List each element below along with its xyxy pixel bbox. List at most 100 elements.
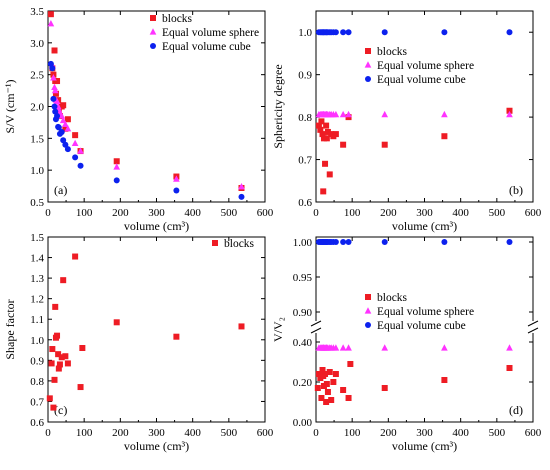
data-point [506,107,513,114]
series-blocks [46,253,245,411]
data-point [323,399,330,405]
data-point [51,47,58,54]
legend-entry: Equal volume sphere [377,306,474,318]
x-tick-label: 0 [45,427,51,439]
data-point [318,395,325,401]
data-point [49,346,56,353]
x-axis-label: volume (cm³) [124,219,189,233]
data-point [79,345,86,351]
y-tick-label: 0.7 [30,396,44,408]
y-tick-label: 2.5 [30,70,44,82]
panel-label: (b) [509,183,523,197]
x-tick-label: 600 [525,207,542,219]
data-point [381,344,389,351]
data-point [345,29,352,36]
panel-label: (d) [509,403,523,417]
data-point [113,163,121,170]
legend-marker [364,307,372,314]
legend-entry: Equal volume sphere [162,27,259,39]
data-point [345,344,352,351]
data-point [64,125,72,132]
data-point [51,376,58,383]
data-point [173,333,180,340]
y-tick-label: 0.20 [293,377,313,389]
y-tick-label: 1.2 [30,294,44,306]
legend: blocks [212,238,255,250]
data-point [314,385,321,391]
x-axis-label: volume (cm³) [124,439,189,453]
x-tick-label: 400 [452,207,469,219]
data-point [330,379,337,385]
plot-frame [47,10,266,203]
x-tick-label: 500 [489,207,506,219]
data-point [315,122,322,129]
data-point [340,239,347,245]
data-point [347,361,354,367]
x-tick-label: 100 [76,207,93,219]
data-point [506,110,513,118]
y-tick-label: 3.0 [30,38,44,50]
y-tick-label: 0.00 [293,417,313,429]
legend-entry: blocks [162,13,193,25]
axis-break-gap [528,321,538,333]
y-tick-label: 0.7 [298,155,312,167]
legend-marker [365,76,371,82]
data-point [238,183,245,190]
y-tick-label: 1.00 [293,237,313,249]
data-point [326,369,333,375]
x-tick-label: 200 [380,427,397,439]
data-point [506,344,513,351]
data-point [506,365,513,371]
data-point [441,133,448,140]
y-tick-label: 3.5 [30,6,44,18]
data-point [339,344,347,351]
data-point [506,29,513,36]
data-point [64,116,71,123]
data-point [322,160,329,167]
x-tick-label: 300 [416,207,433,219]
x-tick-label: 600 [257,427,274,439]
data-point [332,239,339,245]
data-point [113,177,120,184]
data-point [62,120,69,127]
legend-entry: blocks [377,46,408,58]
x-tick-label: 0 [313,207,319,219]
y-tick-label: 2.0 [30,102,44,114]
axis-break-mark [310,327,322,334]
panel-label: (a) [54,183,67,197]
x-tick-label: 200 [380,207,397,219]
legend-marker [365,294,371,300]
data-point [323,381,330,387]
x-tick-label: 200 [112,427,129,439]
x-tick-label: 600 [525,427,542,439]
data-point [319,367,326,373]
data-point [332,371,339,377]
data-point [441,29,448,36]
y-axis-label: Sphericity degree [271,64,285,148]
data-point [50,404,57,411]
data-point [324,128,331,135]
data-point [340,29,347,36]
data-point [345,239,352,245]
data-point [64,146,71,153]
data-point [441,377,448,383]
panel-c: 0 100 200 300 400 500 600 0.6 0.7 0.8 0.9 1.0 1.1 1.2… [3,232,274,453]
data-point [54,113,61,120]
data-point [50,74,57,81]
data-point [59,116,67,124]
x-tick-label: 500 [489,427,506,439]
data-point [323,135,330,142]
axis-break-mark [527,320,539,327]
data-point [55,365,62,372]
y-tick-label: 0.6 [30,417,44,429]
x-tick-label: 100 [344,427,361,439]
legend: blocks Equal volume sphere Equal volume cu… [149,13,259,53]
y-tick-label: 0.95 [293,272,313,284]
x-tick-label: 600 [257,207,274,219]
data-point [62,125,69,132]
data-point [173,187,180,194]
data-point [51,83,58,91]
data-point [381,141,388,148]
data-point [320,188,327,195]
